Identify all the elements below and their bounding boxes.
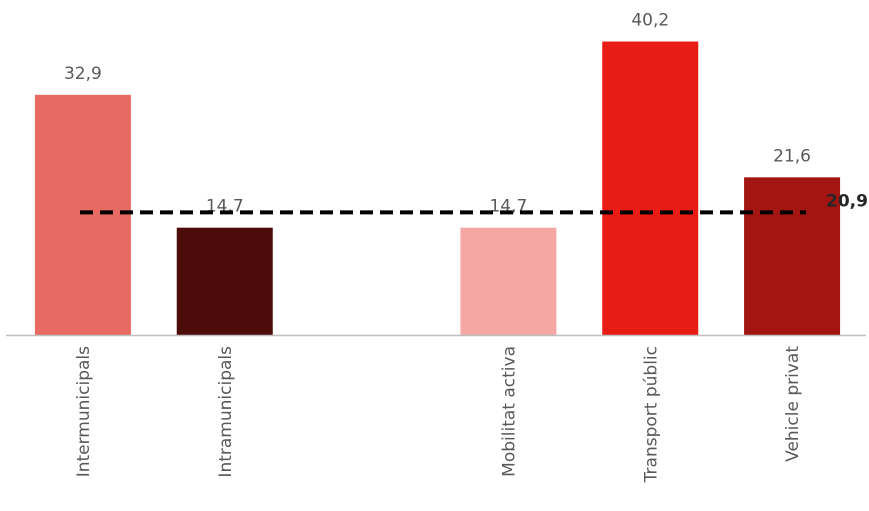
bar-vehicle-privat — [744, 177, 841, 335]
value-label: 32,9 — [64, 64, 102, 84]
bars-group — [34, 41, 841, 335]
category-label: Transport públic — [641, 346, 661, 483]
bar-transport-p-blic — [602, 41, 699, 335]
category-label: Mobilitat activa — [499, 346, 519, 477]
value-label: 14,7 — [206, 197, 244, 217]
value-label: 40,2 — [631, 11, 669, 31]
value-label: 21,6 — [773, 146, 811, 166]
category-label: Vehicle privat — [783, 346, 803, 462]
value-label: 14,7 — [489, 197, 527, 217]
category-labels-group: Intermunicipals Intramunicipals Mobilitat … — [74, 346, 803, 484]
bar-intermunicipals — [34, 94, 131, 335]
category-label: Intermunicipals — [74, 346, 94, 477]
value-labels-group: 32,9 14,7 14,7 40,2 21,6 — [64, 11, 811, 217]
bar-mobilitat-activa — [460, 227, 557, 335]
average-label: 20,9 — [826, 191, 868, 211]
category-label: Intramunicipals — [216, 346, 236, 478]
bar-intramunicipals — [176, 227, 273, 335]
